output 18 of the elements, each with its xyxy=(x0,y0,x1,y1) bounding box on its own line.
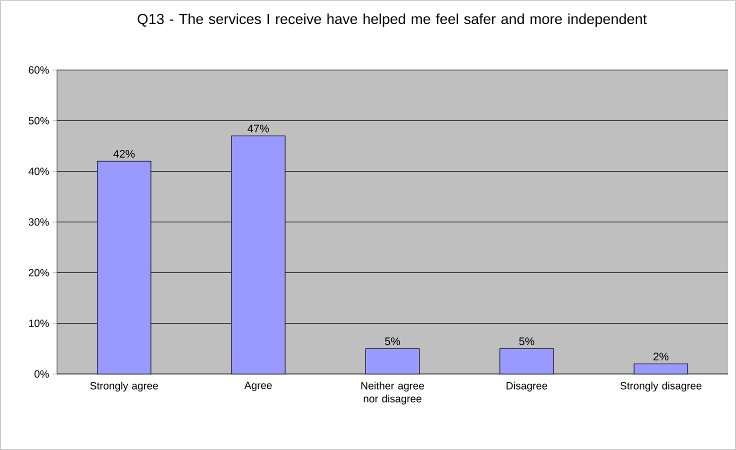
data-label: 47% xyxy=(248,124,269,132)
x-tick-label: Strongly agree xyxy=(90,382,158,392)
y-tick-label: 30% xyxy=(28,218,49,226)
y-tick-label: 10% xyxy=(29,320,49,328)
y-tick-label: 40% xyxy=(28,168,49,176)
x-tick-label: Strongly disagree xyxy=(620,382,702,392)
chart-title: Q13 - The services I receive have helped me feel safer and more independent xyxy=(138,14,647,27)
data-label: 42% xyxy=(113,150,135,158)
y-tick-label: 50% xyxy=(28,116,49,124)
x-tick-label: Disagree xyxy=(506,382,548,392)
x-tick-label: Agree xyxy=(244,382,272,392)
y-tick-label: 60% xyxy=(28,66,49,74)
x-tick-label: Neither agree nor disagree xyxy=(361,382,424,404)
data-label: 5% xyxy=(519,337,534,346)
y-tick-label: 0% xyxy=(34,370,49,378)
y-tick-label: 20% xyxy=(28,268,49,276)
data-label: 5% xyxy=(385,337,400,346)
data-label: 2% xyxy=(654,352,668,360)
